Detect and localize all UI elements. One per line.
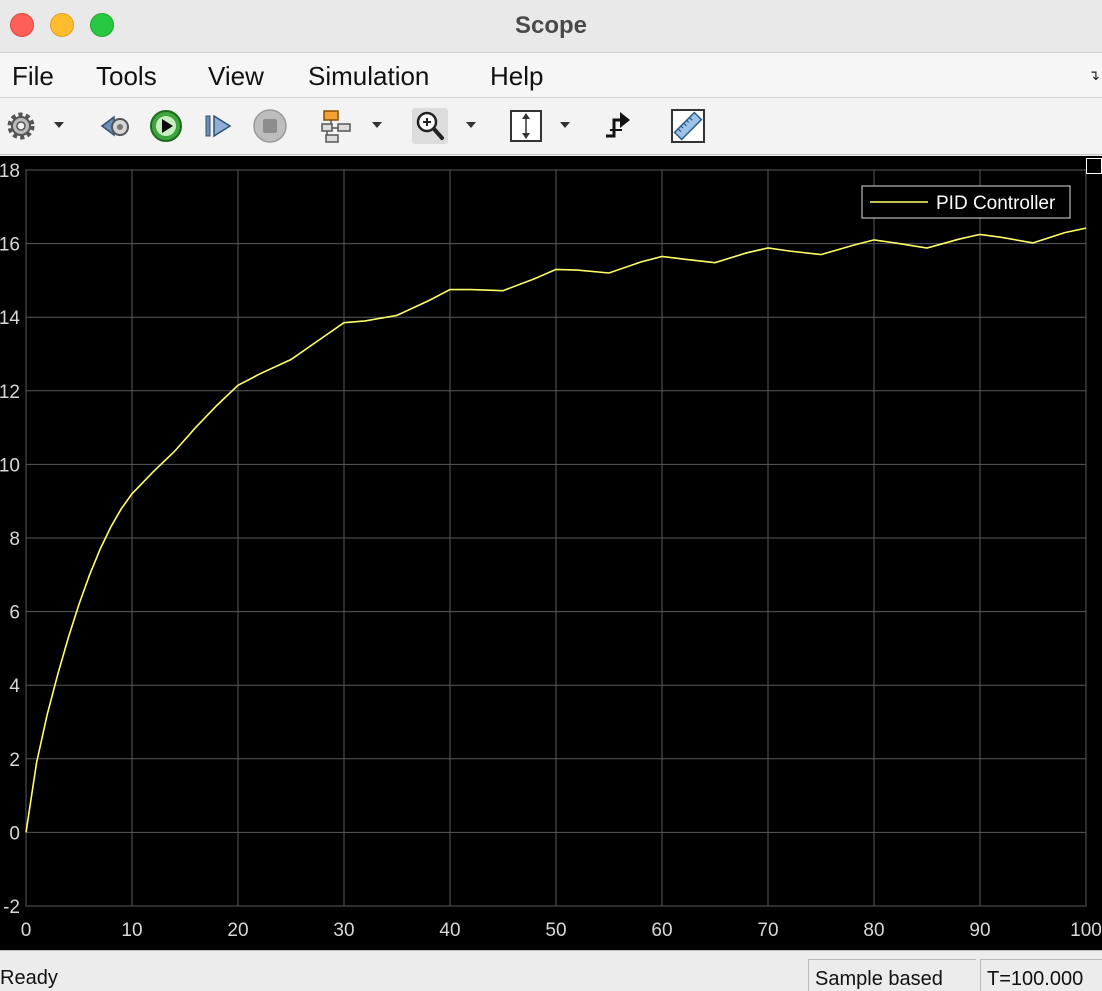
autoscale-icon [510, 110, 542, 142]
status-bar: Ready Sample based T=100.000 [0, 950, 1102, 991]
y-tick-label: 18 [0, 161, 20, 182]
x-tick-label: 60 [651, 920, 672, 941]
x-tick-label: 0 [21, 920, 32, 941]
close-window-button[interactable] [10, 13, 34, 37]
toolbar [0, 98, 1102, 155]
x-tick-label: 50 [545, 920, 566, 941]
measure-ruler-icon [671, 109, 705, 143]
y-tick-label: 2 [9, 750, 20, 771]
y-tick-label: 8 [9, 529, 20, 550]
y-tick-label: 0 [9, 823, 20, 844]
y-tick-label: 6 [9, 603, 20, 624]
step-back-icon [100, 115, 129, 137]
x-tick-label: 10 [121, 920, 142, 941]
settings-gear-icon [7, 112, 35, 140]
y-tick-label: 10 [0, 455, 20, 476]
x-tick-label: 40 [439, 920, 460, 941]
measurements-button[interactable] [670, 108, 706, 144]
status-ready: Ready [0, 967, 58, 989]
undock-icon[interactable]: ↴ [1088, 67, 1100, 83]
signal-hierarchy-button[interactable] [318, 108, 354, 144]
menu-help[interactable]: Help [490, 61, 544, 91]
sample-mode-indicator: Sample based [808, 959, 976, 991]
run-button[interactable] [148, 108, 184, 144]
settings-button[interactable] [3, 108, 39, 144]
y-tick-label: 4 [9, 676, 20, 697]
run-icon [150, 110, 182, 142]
y-tick-label: 12 [0, 382, 20, 403]
stop-button[interactable] [252, 108, 288, 144]
menu-view[interactable]: View [208, 61, 264, 91]
step-back-button[interactable] [98, 108, 134, 144]
title-bar: Scope [0, 0, 1102, 53]
signal-hierarchy-dropdown-icon[interactable] [372, 122, 382, 128]
x-tick-label: 20 [227, 920, 248, 941]
legend-label: PID Controller [936, 193, 1056, 214]
step-forward-icon [205, 114, 232, 138]
series-line-pid-controller [25, 227, 1087, 833]
x-tick-label: 30 [333, 920, 354, 941]
menu-simulation[interactable]: Simulation [308, 61, 430, 91]
zoom-dropdown-icon[interactable] [466, 122, 476, 128]
zoom-button[interactable] [412, 108, 448, 144]
signal-hierarchy-icon [321, 110, 351, 143]
y-tick-label: 14 [0, 308, 20, 329]
trigger-icon [606, 112, 630, 138]
menu-file[interactable]: File [12, 61, 54, 91]
trigger-button[interactable] [600, 108, 636, 144]
step-forward-button[interactable] [200, 108, 236, 144]
stop-icon [253, 109, 287, 143]
simulation-time: T=100.000 [980, 959, 1102, 991]
x-tick-label: 80 [863, 920, 884, 941]
scope-display[interactable]: 0 10 20 30 40 50 60 70 80 90 100 -2 0 2 4 6 8 10 12 14 16 18 P… [0, 156, 1102, 950]
y-tick-label: 16 [0, 235, 20, 256]
x-tick-label: 70 [757, 920, 778, 941]
y-tick-label: -2 [3, 897, 20, 918]
autoscale-dropdown-icon[interactable] [560, 122, 570, 128]
zoom-in-icon [416, 111, 444, 140]
settings-dropdown-icon[interactable] [54, 122, 64, 128]
restore-view-icon[interactable] [1086, 158, 1102, 174]
minimize-window-button[interactable] [50, 13, 74, 37]
autoscale-button[interactable] [508, 108, 544, 144]
menu-tools[interactable]: Tools [96, 61, 157, 91]
scope-plot: 0 10 20 30 40 50 60 70 80 90 100-2024681012141618P… [0, 161, 1102, 941]
x-tick-label: 90 [969, 920, 990, 941]
window-title: Scope [514, 12, 588, 39]
maximize-window-button[interactable] [90, 13, 114, 37]
menu-bar: File Tools View Simulation Help ↴ [0, 53, 1102, 98]
x-tick-label: 100 [1070, 920, 1102, 941]
